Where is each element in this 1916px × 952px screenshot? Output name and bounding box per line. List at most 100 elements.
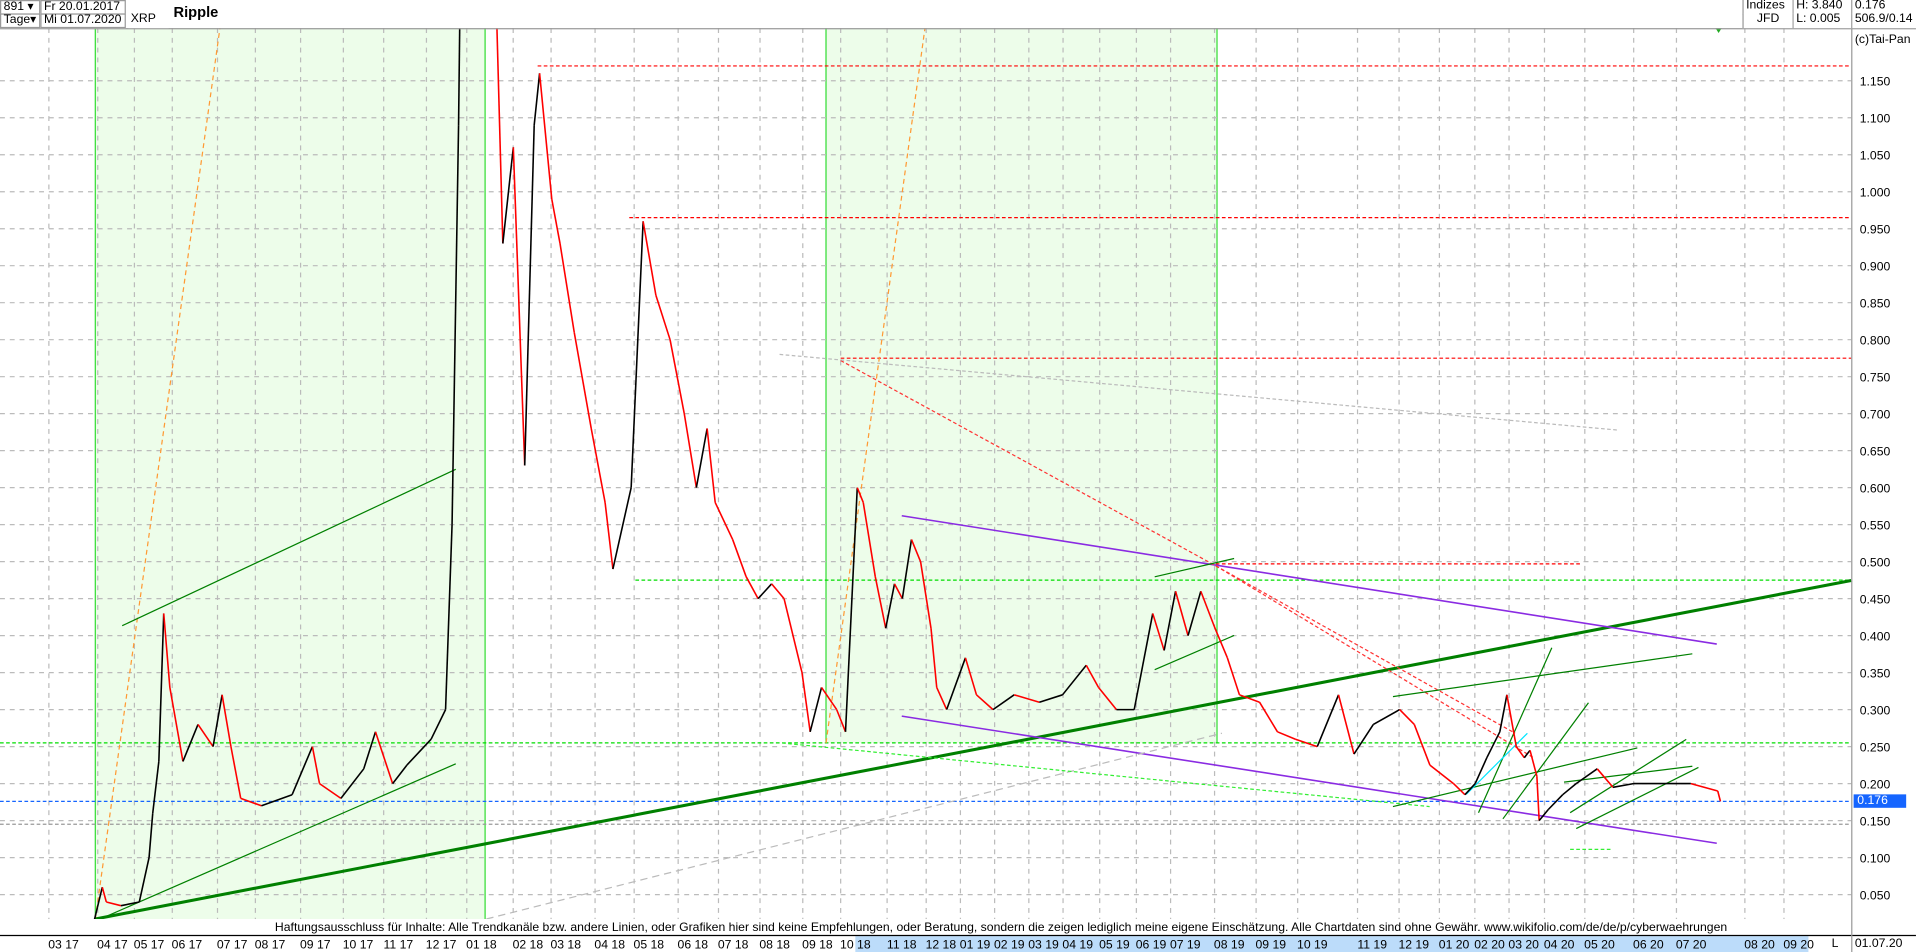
price-segment	[291, 746, 314, 796]
channel-line	[1392, 747, 1638, 808]
x-tick-label: 01 19	[960, 937, 991, 951]
price-segment	[731, 539, 747, 577]
end-date[interactable]: Mi 01.07.2020	[40, 13, 126, 29]
channel-line	[1575, 766, 1699, 830]
x-tick-label: 08 19	[1214, 937, 1245, 951]
price-segment	[1187, 591, 1202, 636]
x-tick-label: 07 17	[217, 937, 248, 951]
y-tick-label: 0.450	[1860, 593, 1891, 607]
last-value: 0.176	[1852, 0, 1916, 15]
cyan-channel-line	[1465, 732, 1528, 795]
bars-count-select[interactable]: 891 ▾	[0, 0, 41, 15]
price-segment	[151, 761, 160, 814]
price-segment	[884, 583, 896, 629]
price-segment	[1061, 664, 1087, 696]
price-segment	[182, 724, 199, 762]
x-tick-label: 11 17	[384, 937, 414, 951]
price-segment	[1226, 657, 1241, 696]
price-segment	[695, 428, 708, 488]
price-segment	[964, 657, 978, 696]
price-segment	[783, 598, 803, 673]
price-segment	[919, 561, 932, 629]
fib-fan-line	[825, 28, 926, 744]
price-segment	[1690, 782, 1718, 792]
x-axis-highlight-range	[855, 936, 1809, 952]
source: JFD	[1742, 13, 1794, 29]
price-segment	[533, 73, 541, 126]
price-segment	[93, 886, 104, 920]
price-segment	[148, 813, 154, 858]
x-tick-label: 03 19	[1028, 937, 1059, 951]
x-tick-label: 11 19	[1357, 937, 1387, 951]
price-segment	[120, 901, 140, 907]
price-segment	[1536, 776, 1540, 821]
y-tick-label: 0.700	[1860, 408, 1891, 422]
down-channel-upper	[901, 514, 1717, 645]
price-segment	[1133, 613, 1154, 710]
price-segment	[221, 694, 232, 747]
price-segment	[1596, 768, 1614, 788]
price-segment	[945, 657, 967, 710]
price-segment	[714, 502, 734, 540]
price-segment	[1538, 808, 1549, 822]
y-tick-label: 0.900	[1860, 260, 1891, 274]
y-tick-label: 0.400	[1860, 630, 1891, 644]
high-value: H: 3.840	[1793, 0, 1853, 15]
price-segment	[502, 147, 515, 244]
price-segment	[844, 487, 859, 732]
channel-line	[1392, 653, 1693, 698]
y-tick-label: 0.600	[1860, 482, 1891, 496]
x-tick-label: 06 20	[1633, 937, 1664, 951]
current-price-label: 0.176	[1853, 794, 1907, 808]
price-segment	[261, 793, 293, 807]
axis-end-date: 01.07.20	[1854, 937, 1903, 951]
price-segment	[340, 768, 365, 799]
fib-fan-line	[94, 28, 221, 920]
price-segment	[1151, 613, 1165, 651]
price-segment	[1515, 746, 1525, 759]
x-tick-label: 12 17	[426, 937, 457, 951]
price-segment	[655, 295, 671, 340]
y-tick-label: 1.000	[1860, 186, 1891, 200]
dropdown-arrow-icon: ▾	[27, 0, 34, 14]
low-value: L: 0.005	[1793, 13, 1853, 29]
x-tick-label: 10 17	[343, 937, 374, 951]
axis-end-marker: L	[1831, 937, 1839, 951]
price-segment	[1239, 694, 1260, 703]
price-segment	[612, 487, 632, 570]
price-segment	[992, 694, 1015, 711]
resistance-line	[840, 359, 1217, 567]
price-segment	[975, 694, 994, 711]
y-tick-label: 0.100	[1860, 851, 1891, 865]
price-segment	[1506, 694, 1518, 747]
period: Tage	[3, 13, 31, 27]
price-segment	[1013, 694, 1040, 703]
x-tick-label: 07 19	[1170, 937, 1201, 951]
price-segment	[1200, 590, 1216, 629]
channel-line	[1502, 702, 1589, 820]
symbol: XRP	[128, 13, 169, 29]
highlight-box	[826, 28, 1218, 744]
price-segment	[706, 428, 716, 503]
price-segment	[669, 339, 686, 414]
price-segment	[406, 738, 432, 766]
price-segment	[550, 198, 561, 244]
x-tick-label: 04 17	[97, 937, 128, 951]
long-trend-line	[95, 578, 1852, 921]
channel-line	[1569, 738, 1687, 814]
price-segment	[893, 583, 904, 600]
price-segment	[1547, 794, 1564, 811]
x-tick-label: 08 17	[255, 937, 286, 951]
period-select[interactable]: Tage▾	[0, 13, 41, 29]
x-tick-label: 05 19	[1099, 937, 1130, 951]
price-segment	[573, 332, 593, 429]
price-segment	[1258, 701, 1279, 733]
price-segment	[1085, 664, 1100, 688]
price-segment	[1399, 709, 1415, 725]
price-segment	[1716, 790, 1722, 802]
y-tick-label: 0.150	[1860, 814, 1891, 828]
price-segment	[1413, 724, 1431, 766]
price-segment	[771, 583, 785, 600]
